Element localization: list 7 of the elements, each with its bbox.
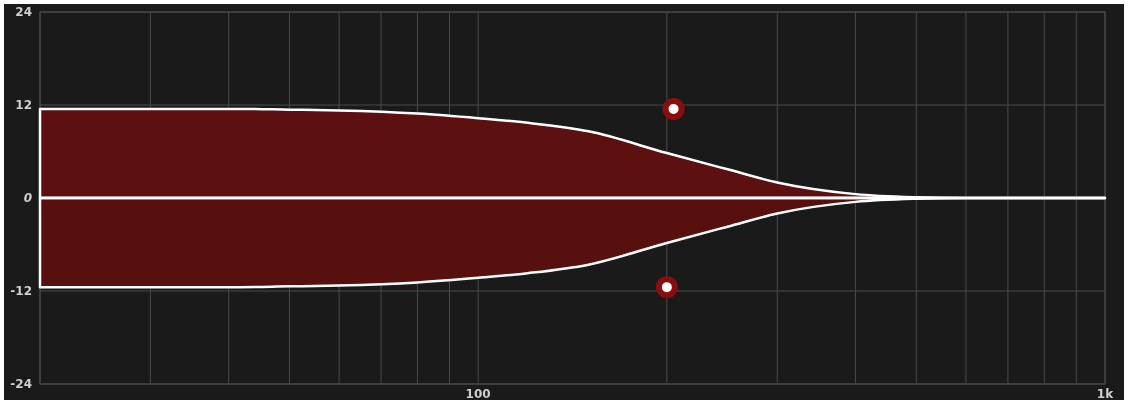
y-tick-label: 12 bbox=[15, 98, 32, 113]
x-tick-label: 100 bbox=[465, 387, 491, 401]
x-tick-label: 1k bbox=[1096, 387, 1115, 401]
y-tick-label: 24 bbox=[15, 5, 32, 20]
y-tick-label: -12 bbox=[10, 284, 32, 299]
y-tick-label: -24 bbox=[10, 377, 32, 392]
y-tick-label: 0 bbox=[23, 191, 32, 206]
